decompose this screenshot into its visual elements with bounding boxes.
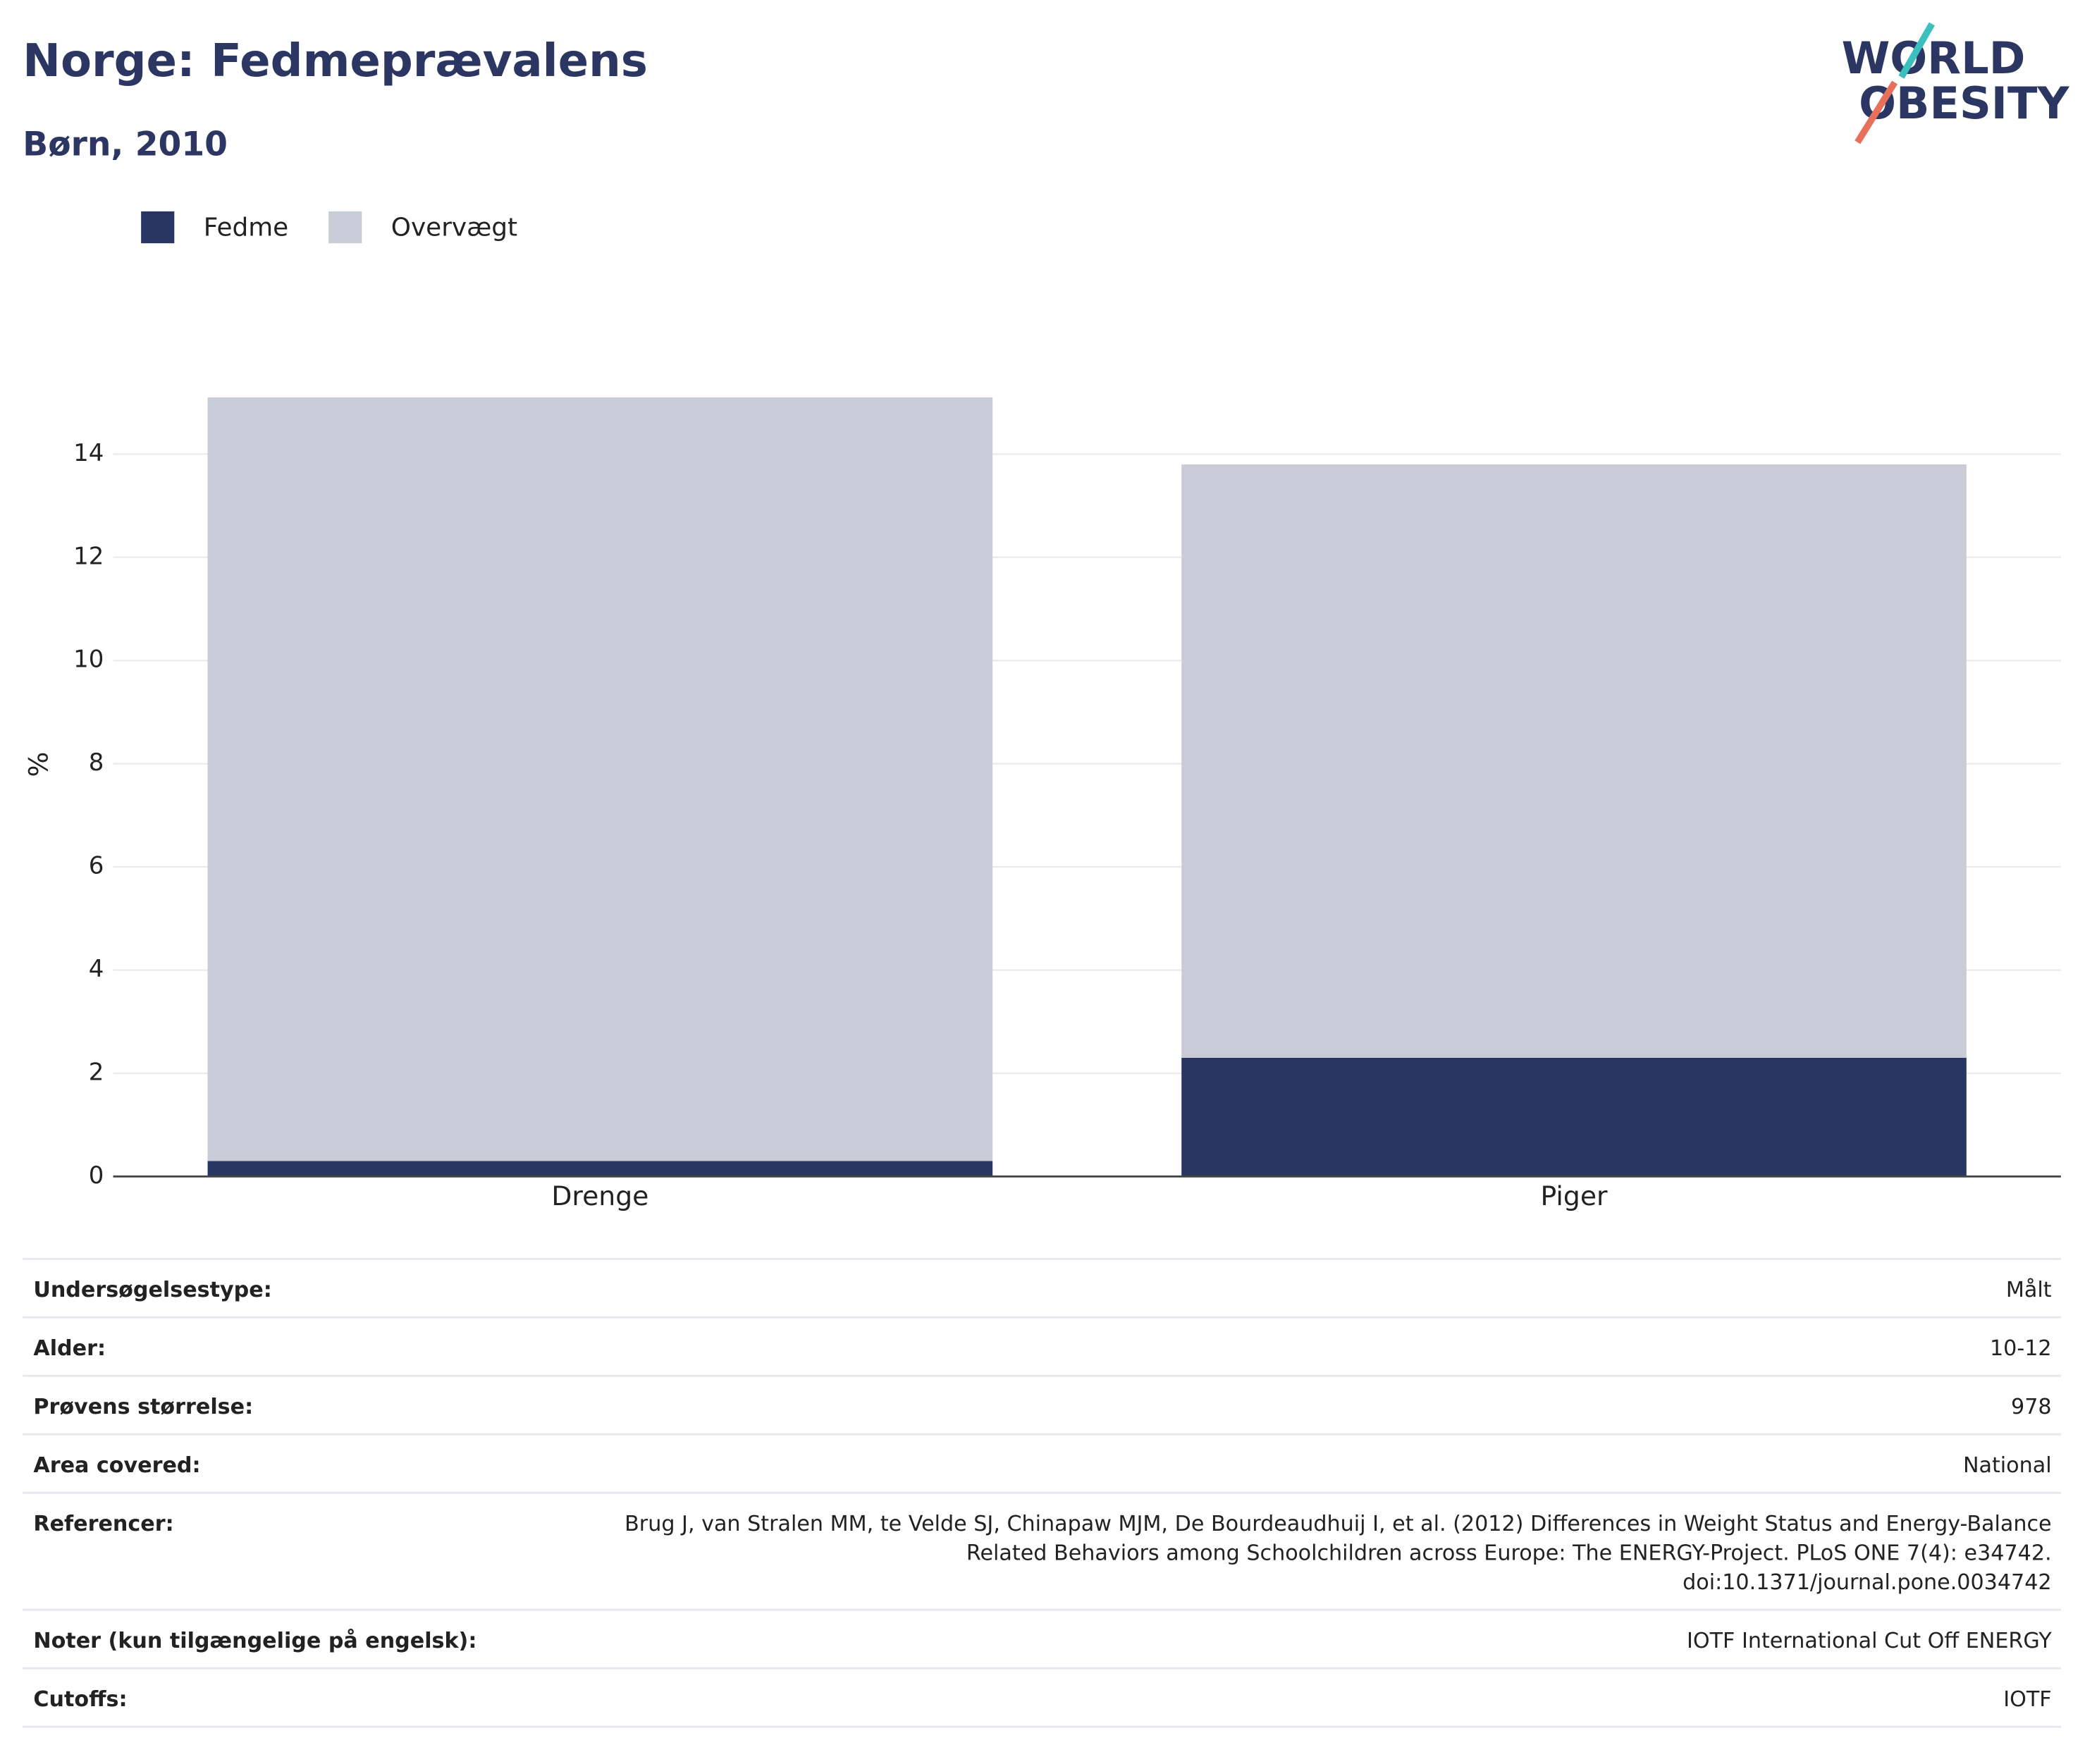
chart-subtitle: Børn, 2010	[23, 125, 228, 164]
row-value: IOTF	[2003, 1687, 2051, 1712]
row-label: Alder:	[33, 1336, 106, 1361]
y-tick-label: 14	[73, 439, 104, 467]
bar-segment	[1181, 464, 1967, 1058]
logo: WORLD OBESITY	[1842, 22, 2069, 144]
row-value: National	[1963, 1453, 2052, 1478]
legend-label: Fedme	[204, 213, 288, 242]
row-value: Målt	[2006, 1278, 2052, 1302]
row-label: Cutoffs:	[33, 1687, 127, 1712]
y-tick-label: 6	[89, 852, 104, 880]
logo-slash	[1855, 80, 1898, 144]
bar-segment	[1181, 1057, 1967, 1177]
y-tick-label: 10	[73, 646, 104, 674]
row-label: Prøvens størrelse:	[33, 1395, 253, 1419]
legend-swatch	[141, 211, 175, 244]
bar-segment	[207, 1161, 993, 1177]
logo-text: WORLD	[1842, 32, 2026, 84]
y-tick-label: 12	[73, 542, 104, 570]
y-axis-label: %	[23, 752, 54, 777]
chart-title: Norge: Fedmeprævalens	[23, 35, 648, 87]
legend-label: Overvægt	[391, 213, 517, 242]
y-tick-label: 2	[89, 1058, 104, 1086]
row-label: Undersøgelsestype:	[33, 1278, 271, 1302]
row-value: Related Behaviors among Schoolchildren a…	[966, 1541, 2052, 1565]
bar-segment	[207, 397, 993, 1161]
row-value: 10-12	[1990, 1336, 2052, 1361]
x-tick-label: Drenge	[551, 1180, 648, 1211]
row-label: Referencer:	[33, 1512, 173, 1536]
row-label: Noter (kun tilgængelige på engelsk):	[33, 1628, 476, 1653]
row-value: doi:10.1371/journal.pone.0034742	[1683, 1570, 2052, 1595]
y-tick-label: 8	[89, 748, 104, 777]
y-tick-label: 0	[89, 1161, 104, 1190]
row-value: 978	[2011, 1395, 2052, 1419]
legend-swatch	[328, 211, 362, 244]
row-label: Area covered:	[33, 1453, 200, 1478]
y-tick-label: 4	[89, 955, 104, 983]
x-tick-label: Piger	[1540, 1180, 1608, 1211]
row-value: IOTF International Cut Off ENERGY	[1687, 1629, 2052, 1653]
logo-slash	[1898, 22, 1935, 79]
row-value: Brug J, van Stralen MM, te Velde SJ, Chi…	[625, 1512, 2052, 1536]
